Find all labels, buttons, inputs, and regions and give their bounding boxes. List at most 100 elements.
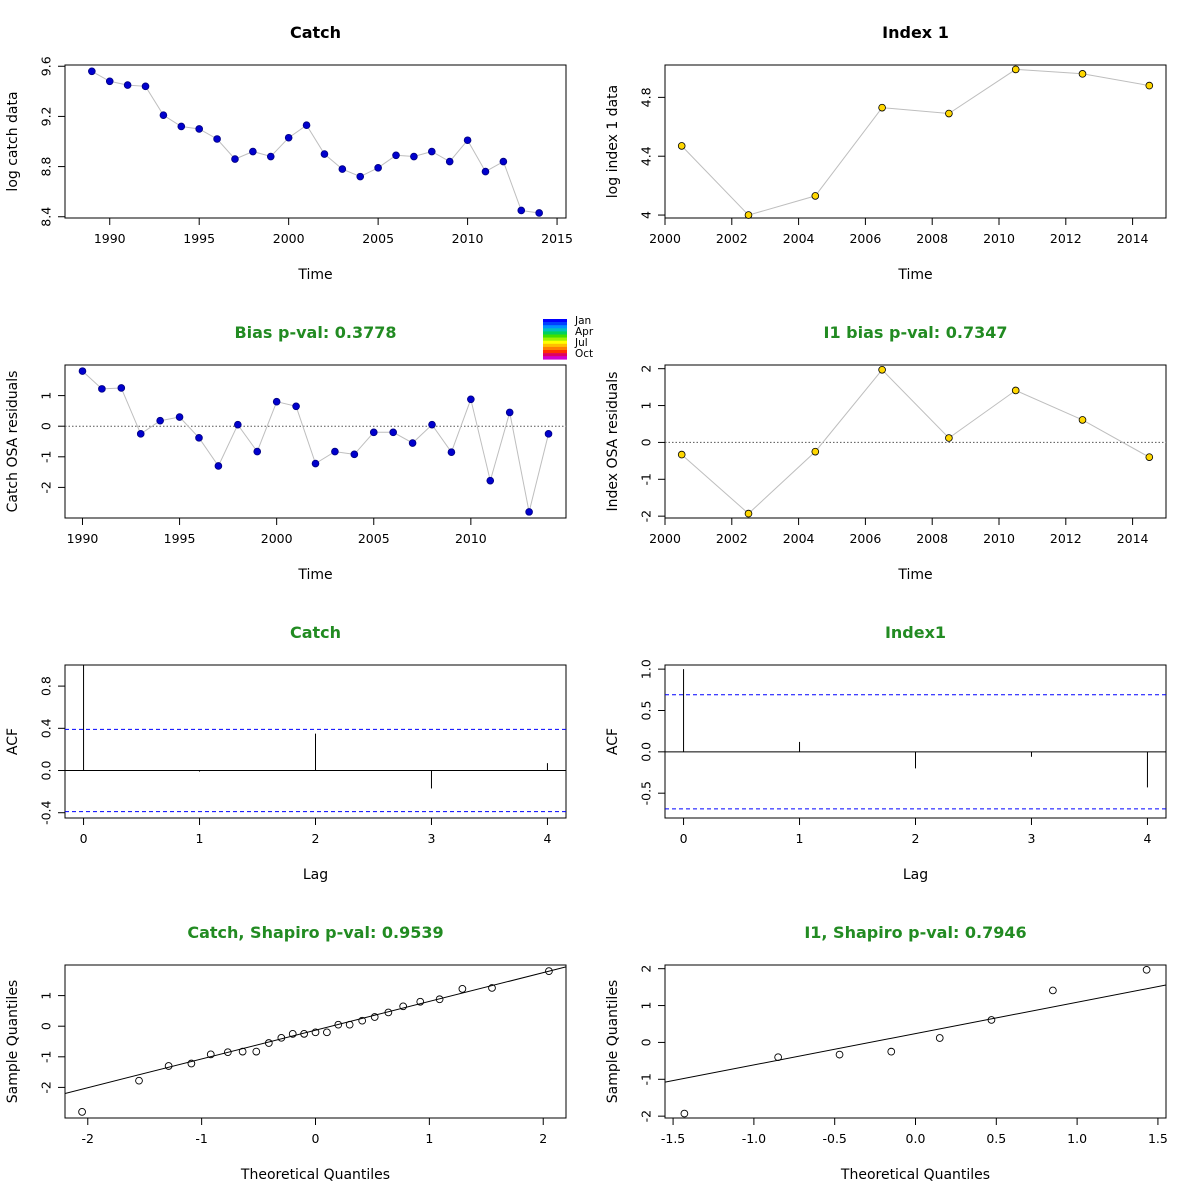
data-point (544, 430, 553, 438)
y-tick-label: 8.8 (39, 157, 54, 177)
y-tick-label: 0.5 (639, 701, 654, 721)
y-tick-label: 0 (639, 1038, 654, 1046)
qq-point (370, 1013, 379, 1021)
x-tick-label: 1.5 (1148, 1131, 1168, 1146)
qq-point (384, 1008, 393, 1017)
y-tick-label: 0 (39, 422, 54, 430)
y-tick-label: 9.6 (39, 56, 54, 76)
legend-label: Oct (575, 348, 593, 360)
x-axis-label: Time (897, 267, 932, 283)
y-tick-label: -1 (639, 473, 654, 485)
data-point (234, 420, 242, 429)
y-tick-label: -2 (39, 1081, 54, 1093)
y-axis-label: log catch data (5, 91, 21, 191)
data-point (878, 365, 886, 374)
data-point (445, 157, 454, 166)
chart-title: Catch, Shapiro p-val: 0.9539 (187, 923, 443, 942)
data-point (214, 462, 223, 470)
chart-title: Bias p-val: 0.3778 (234, 323, 396, 342)
x-tick-label: 2002 (716, 531, 748, 546)
data-point (1078, 416, 1087, 424)
qq-point (435, 995, 444, 1004)
x-tick-label: 2008 (916, 231, 948, 246)
data-point (369, 428, 378, 437)
data-point (945, 109, 953, 118)
data-point (428, 147, 436, 156)
x-tick-label: 2000 (261, 531, 293, 546)
plot-frame (64, 64, 567, 219)
series-connector (681, 369, 1150, 515)
x-tick-label: 1995 (164, 531, 196, 546)
series-connector (681, 68, 1150, 216)
x-tick-label: -1.0 (742, 1131, 766, 1146)
x-tick-label: 2012 (1050, 231, 1082, 246)
plot-frame (64, 364, 567, 519)
plot-frame (664, 964, 1167, 1119)
qq-point (300, 1029, 308, 1038)
chart-title: I1 bias p-val: 0.7347 (824, 323, 1008, 342)
legend-swatch (543, 331, 567, 335)
qq-point (458, 985, 467, 993)
qq-point (164, 1062, 173, 1070)
data-point (744, 211, 753, 219)
legend-swatch (543, 353, 567, 357)
qq-point (345, 1020, 354, 1029)
data-point (123, 81, 132, 89)
data-point (1145, 453, 1154, 461)
x-tick-label: 2004 (783, 231, 815, 246)
y-axis-label: Catch OSA residuals (5, 371, 21, 513)
y-tick-label: -1 (39, 451, 54, 463)
qq-point (223, 1048, 232, 1057)
chart-title: Index1 (885, 623, 946, 642)
x-tick-label: 1 (425, 1131, 433, 1146)
x-tick-label: 2014 (1117, 231, 1149, 246)
y-tick-label: -0.4 (39, 800, 54, 824)
legend-label: Apr (575, 326, 594, 338)
qq-point (987, 1016, 996, 1024)
data-point (463, 136, 472, 145)
chart-title: Index 1 (882, 23, 949, 42)
x-tick-label: 2010 (983, 531, 1015, 546)
data-point (331, 447, 339, 456)
x-tick-label: 2010 (452, 231, 484, 246)
legend-swatch (543, 356, 567, 360)
x-tick-label: 0.5 (986, 1131, 1006, 1146)
y-tick-label: 2 (639, 365, 654, 373)
x-tick-label: -1.5 (661, 1131, 685, 1146)
qq-point (252, 1047, 261, 1056)
data-point (272, 397, 281, 406)
x-axis-label: Lag (903, 867, 928, 883)
data-point (292, 402, 300, 411)
x-tick-label: 2008 (916, 531, 948, 546)
data-point (350, 450, 359, 459)
x-axis-label: Lag (303, 867, 328, 883)
qq-point (206, 1050, 215, 1059)
x-tick-label: -2 (82, 1131, 94, 1146)
qq-reference-line (665, 984, 1166, 1083)
legend-swatch (543, 334, 567, 338)
x-axis-label: Theoretical Quantiles (840, 1167, 990, 1183)
chart-title: I1, Shapiro p-val: 0.7946 (804, 923, 1026, 942)
x-tick-label: 1990 (67, 531, 99, 546)
x-tick-label: 2 (539, 1131, 547, 1146)
x-axis-label: Time (297, 567, 332, 583)
data-point (98, 385, 106, 393)
y-tick-label: 4 (639, 211, 654, 219)
qq-point (545, 967, 553, 975)
panel-7: Catch, Shapiro p-val: 0.9539 -2 -1 0 1 2 -2 -1 0… (5, 923, 567, 1183)
qq-point (680, 1109, 689, 1118)
y-tick-label: 4.4 (639, 146, 654, 166)
x-axis-label: Theoretical Quantiles (240, 1167, 390, 1183)
y-axis-label: log index 1 data (605, 85, 621, 198)
data-point (105, 77, 114, 86)
data-point (499, 157, 508, 166)
data-point (1011, 386, 1020, 395)
y-tick-label: 0.4 (39, 718, 54, 738)
data-point (213, 135, 221, 143)
y-axis-label: Sample Quantiles (5, 980, 21, 1103)
y-tick-label: 0.8 (39, 676, 54, 696)
data-point (320, 150, 329, 158)
x-tick-label: 2014 (1117, 531, 1149, 546)
y-tick-label: 0.0 (639, 742, 654, 762)
x-tick-label: 2005 (358, 531, 390, 546)
